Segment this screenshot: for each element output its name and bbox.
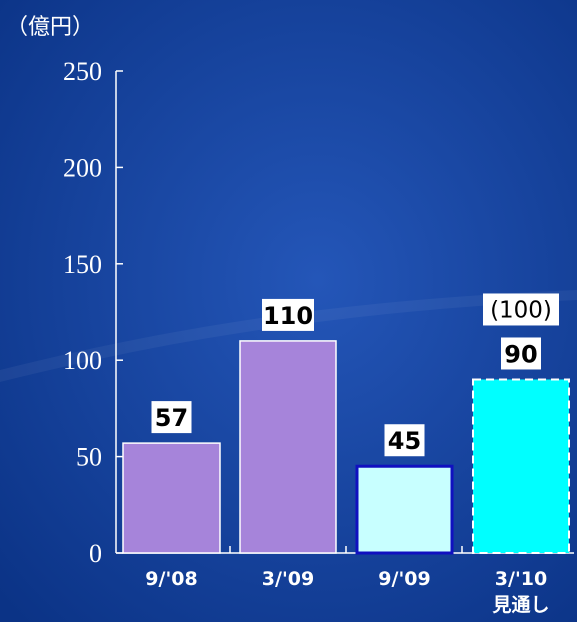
y-tick-label: 200 <box>63 153 102 182</box>
y-tick-label: 0 <box>89 539 102 568</box>
y-tick-label: 50 <box>76 443 102 472</box>
bar <box>239 340 337 554</box>
y-axis-unit-label: （億円） <box>6 15 94 40</box>
previous-forecast-label: (100) <box>490 297 552 323</box>
x-tick-label: 9/'09 <box>378 568 430 590</box>
value-label: 45 <box>388 427 421 455</box>
previous-forecast-box <box>483 293 559 326</box>
x-tick-labels: 9/'08 3/'09 9/'09 3/'10 見通し <box>145 568 549 616</box>
x-tick-label: 9/'08 <box>145 568 197 590</box>
bar <box>355 464 454 555</box>
bar <box>472 378 570 555</box>
y-tick-label: 250 <box>63 57 102 86</box>
value-label-box <box>151 401 192 434</box>
value-label: 110 <box>263 302 313 330</box>
x-tick-label: 3/'09 <box>262 568 314 590</box>
bars <box>122 340 570 555</box>
value-label-box <box>262 298 314 331</box>
y-tick-labels: 0 50 100 150 200 250 <box>63 57 102 568</box>
x-tick-label: 3/'10 <box>495 568 547 590</box>
bar <box>122 442 221 554</box>
y-tick-label: 100 <box>63 346 102 375</box>
value-label: 57 <box>155 404 188 432</box>
value-label: 90 <box>504 340 537 368</box>
value-label-box <box>501 337 541 370</box>
y-tick-label: 150 <box>63 250 102 279</box>
value-labels: 57 110 45 90 <box>151 293 559 457</box>
x-tick-sublabel: 見通し <box>492 594 549 616</box>
value-label-box <box>384 424 425 457</box>
